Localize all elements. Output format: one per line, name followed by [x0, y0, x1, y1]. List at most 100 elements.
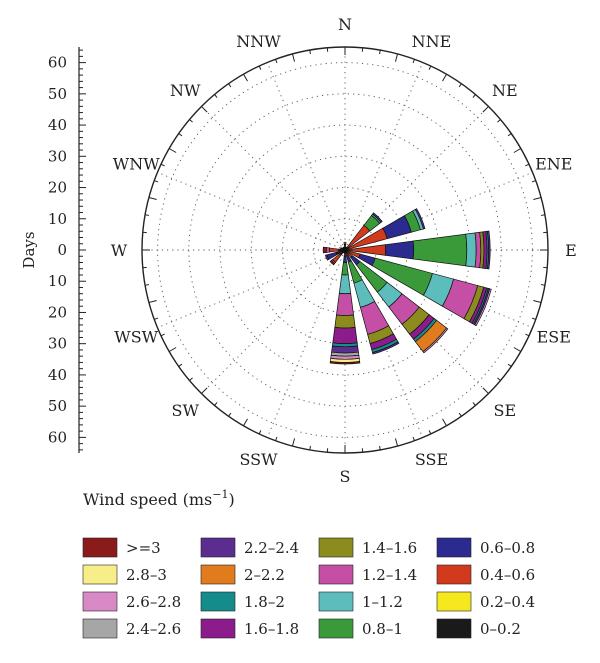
legend-label: 1.8–2 — [244, 593, 285, 611]
direction-label-ssw: SSW — [239, 450, 278, 469]
legend-label: 0.6–0.8 — [480, 539, 535, 557]
wind-rose-segment-s — [329, 361, 361, 365]
ring-tick — [168, 148, 177, 153]
wind-rose-segment-s — [336, 292, 354, 316]
direction-label-w: W — [111, 241, 128, 260]
legend-swatch — [82, 591, 118, 612]
direction-label-nne: NNE — [412, 32, 452, 51]
grid-spoke — [201, 249, 346, 394]
ring-tick — [228, 83, 232, 88]
ring-tick — [214, 94, 218, 98]
ring-tick — [533, 299, 542, 304]
days-axis: 0 10 10 20 20 30 30 40 40 50 50 60 60 — [48, 47, 86, 453]
legend-label: 2.2–2.4 — [244, 539, 299, 557]
ring-tick — [412, 436, 415, 441]
ring-tick — [189, 119, 193, 123]
wind-rose-segment-s — [334, 314, 356, 329]
ring-tick — [243, 418, 248, 427]
wind-rose-segment-nnw — [342, 246, 346, 251]
legend-label: >=3 — [126, 539, 161, 557]
legend-swatch — [436, 564, 472, 585]
direction-label-n: N — [338, 15, 352, 34]
legend-swatch — [200, 564, 236, 585]
y-axis-label: Days — [20, 231, 38, 268]
legend-label: 0.8–1 — [362, 620, 403, 638]
legend-title-unit-sup: −1 — [212, 488, 228, 501]
ring-tick — [189, 377, 193, 381]
ring-tick — [201, 387, 208, 394]
grid-spoke — [201, 106, 346, 251]
direction-label-ne: NE — [492, 81, 518, 100]
ring-tick — [291, 53, 296, 62]
ring-tick — [507, 363, 512, 367]
y-tick-label: 20 — [48, 179, 67, 197]
wind-rose-bars — [322, 208, 492, 365]
ring-tick — [309, 49, 311, 55]
ring-tick — [228, 412, 232, 417]
y-tick-label: 40 — [48, 116, 67, 134]
ring-tick — [144, 214, 150, 216]
y-tick-label: 60 — [48, 428, 67, 446]
ring-tick — [144, 284, 150, 286]
y-tick-label: 60 — [48, 54, 67, 72]
legend-label: 1.2–1.4 — [362, 566, 417, 584]
wind-rose-segment-ese — [474, 288, 492, 327]
ring-tick — [540, 214, 546, 216]
ring-tick — [309, 445, 311, 451]
ring-tick — [394, 53, 399, 62]
ring-tick — [525, 163, 530, 167]
y-tick-label: 10 — [48, 272, 67, 290]
grid-spoke — [266, 62, 346, 251]
legend-label: 1.6–1.8 — [244, 620, 299, 638]
ring-tick — [497, 377, 501, 381]
grid-spoke — [157, 171, 346, 251]
legend-swatch — [318, 618, 354, 639]
legend-swatch — [200, 591, 236, 612]
legend: >=3 2.2–2.4 1.4–1.6 0.6–0.8 2.8–3 2–2.2 1.2–1.… — [82, 537, 535, 639]
wind-rose-segment-s — [338, 274, 352, 295]
wind-rose-segment-w — [325, 247, 330, 253]
y-tick-label: 40 — [48, 366, 67, 384]
legend-label: 0–0.2 — [480, 620, 521, 638]
ring-tick — [154, 317, 159, 320]
legend-label: 1–1.2 — [362, 593, 403, 611]
ring-tick — [214, 402, 218, 406]
wind-rose-segment-sw — [329, 259, 336, 266]
ring-tick — [442, 418, 447, 427]
wind-rose-segment-se — [422, 327, 449, 354]
direction-label-nnw: NNW — [236, 32, 281, 51]
ring-tick — [472, 402, 476, 406]
ring-tick — [497, 119, 501, 123]
legend-title-end: ) — [228, 490, 234, 509]
ring-tick — [178, 363, 183, 367]
legend-label: 2.8–3 — [126, 566, 167, 584]
wind-rose-segment-w — [329, 247, 340, 253]
ring-tick — [201, 106, 208, 113]
legend-swatch — [82, 537, 118, 558]
legend-swatch — [436, 618, 472, 639]
ring-tick — [513, 148, 522, 153]
direction-label-wsw: WSW — [114, 327, 158, 346]
y-tick-label: 50 — [48, 397, 67, 415]
ring-tick — [291, 438, 296, 447]
legend-label: 1.4–1.6 — [362, 539, 417, 557]
ring-tick — [540, 284, 546, 286]
legend-title: Wind speed (ms−1) — [83, 488, 235, 509]
wind-rose-segment-s — [342, 255, 348, 263]
ring-tick — [394, 438, 399, 447]
ring-tick — [178, 133, 183, 137]
legend-swatch — [318, 537, 354, 558]
legend-swatch — [318, 591, 354, 612]
wind-rose-segment-e — [412, 233, 468, 267]
ring-tick — [458, 83, 462, 88]
wind-rose-segment-sse — [372, 341, 400, 355]
wind-rose-segment-e — [487, 230, 491, 270]
ring-tick — [275, 59, 278, 64]
wind-rose-segment-s — [343, 252, 347, 257]
ring-tick — [379, 445, 381, 451]
y-tick-label: 50 — [48, 85, 67, 103]
ring-tick — [531, 317, 536, 320]
grid-spoke — [157, 249, 346, 329]
direction-label-s: S — [340, 467, 351, 486]
legend-swatch — [200, 537, 236, 558]
